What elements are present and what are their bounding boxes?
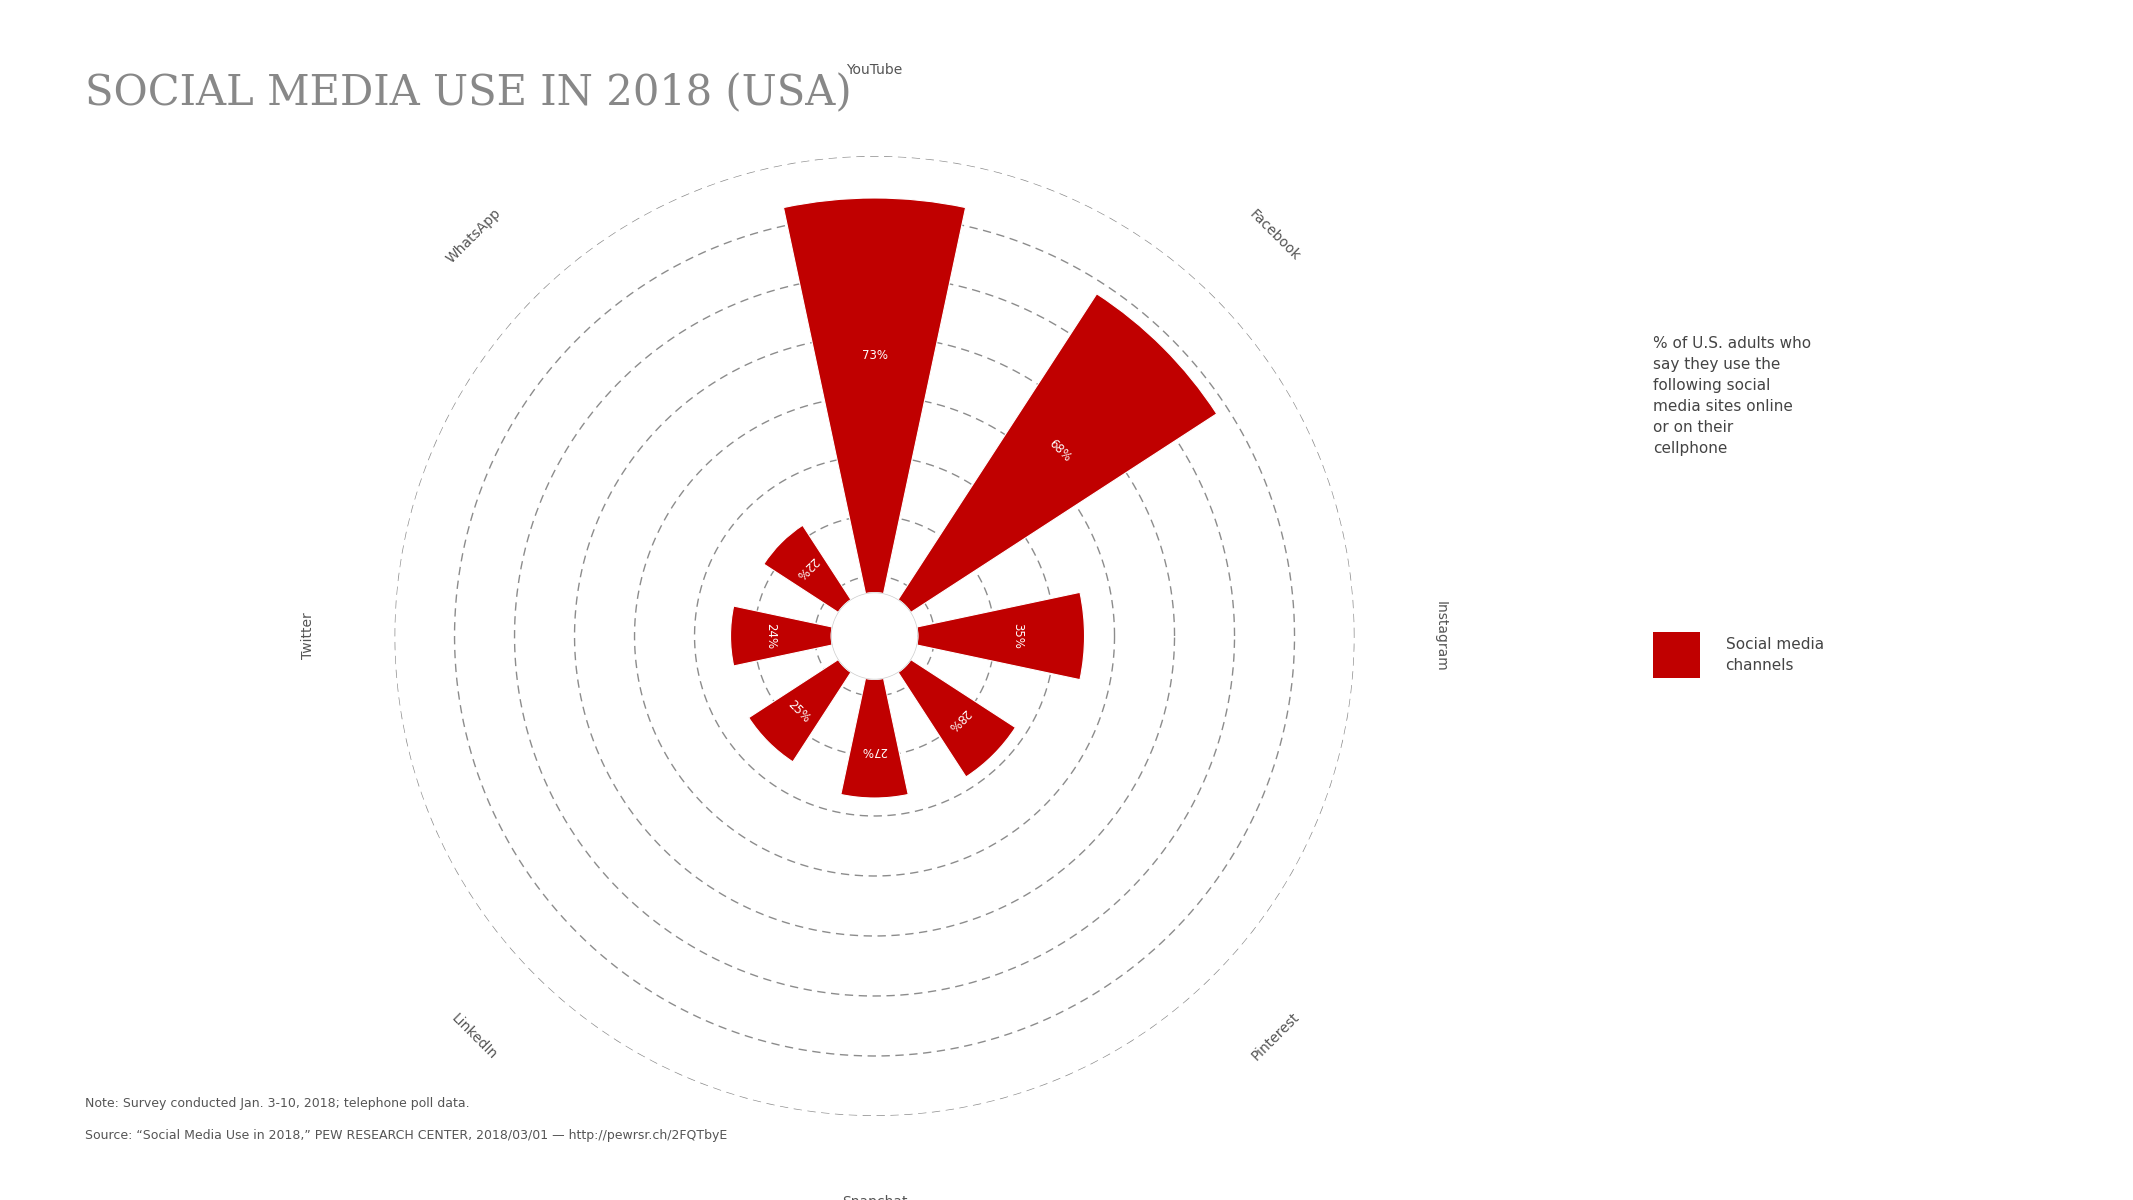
Text: Snapchat: Snapchat [843, 1195, 907, 1200]
Bar [898, 660, 1015, 776]
Text: 27%: 27% [862, 744, 887, 757]
Text: Note: Survey conducted Jan. 3-10, 2018; telephone poll data.: Note: Survey conducted Jan. 3-10, 2018; … [85, 1097, 469, 1110]
Text: Social media
channels: Social media channels [1726, 637, 1824, 673]
Text: 35%: 35% [1011, 623, 1024, 649]
Text: 28%: 28% [945, 706, 973, 733]
Text: YouTube: YouTube [847, 62, 902, 77]
Text: Instagram: Instagram [1433, 601, 1448, 671]
Text: 22%: 22% [793, 554, 821, 582]
Text: SOCIAL MEDIA USE IN 2018 (USA): SOCIAL MEDIA USE IN 2018 (USA) [85, 72, 851, 114]
Bar [917, 593, 1084, 679]
Text: Pinterest: Pinterest [1248, 1010, 1301, 1063]
Text: LinkedIn: LinkedIn [448, 1012, 499, 1062]
Text: 68%: 68% [1045, 437, 1073, 464]
Text: Source: “Social Media Use in 2018,” PEW RESEARCH CENTER, 2018/03/01 — http://pew: Source: “Social Media Use in 2018,” PEW … [85, 1129, 727, 1142]
Text: 25%: 25% [785, 698, 813, 726]
Bar [898, 294, 1216, 612]
Bar [840, 678, 909, 798]
Bar [764, 526, 851, 612]
Text: Facebook: Facebook [1248, 208, 1303, 264]
Text: 73%: 73% [862, 349, 887, 362]
Text: Twitter: Twitter [301, 613, 316, 659]
Polygon shape [832, 593, 917, 679]
Text: % of U.S. adults who
say they use the
following social
media sites online
or on : % of U.S. adults who say they use the fo… [1653, 336, 1811, 456]
Text: 24%: 24% [764, 623, 776, 649]
Bar [749, 660, 851, 762]
Bar [783, 198, 966, 594]
Text: WhatsApp: WhatsApp [444, 205, 503, 265]
Bar [729, 606, 832, 666]
